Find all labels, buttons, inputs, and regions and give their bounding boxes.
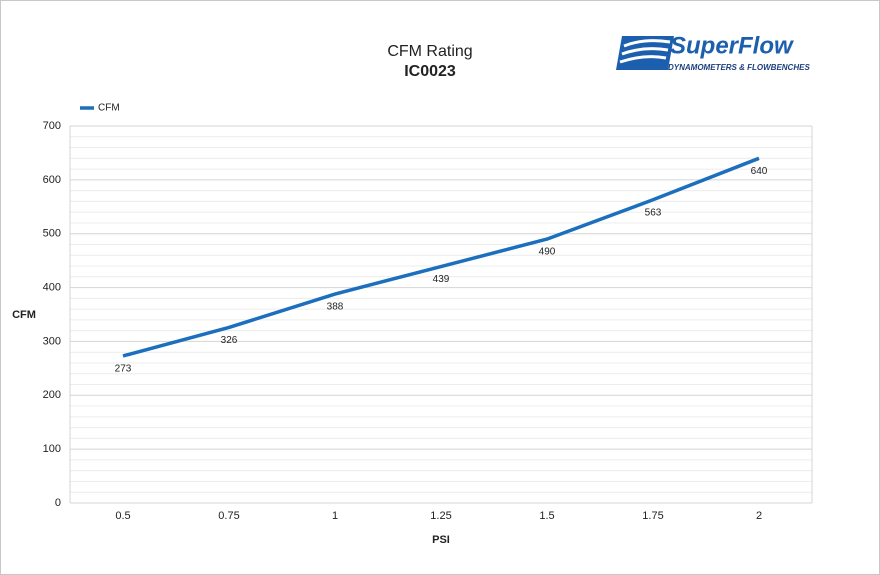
x-axis-label: PSI <box>432 534 450 546</box>
legend-label: CFM <box>98 103 120 114</box>
y-axis-label: CFM <box>12 309 36 321</box>
y-tick-label: 0 <box>55 497 61 509</box>
y-tick-label: 100 <box>43 443 61 455</box>
logo-stripes <box>619 39 671 64</box>
x-tick-label: 0.5 <box>115 510 130 522</box>
y-tick-label: 700 <box>43 120 61 132</box>
data-label: 439 <box>433 274 450 285</box>
x-tick-label: 2 <box>756 510 762 522</box>
data-label: 326 <box>221 335 238 346</box>
logo-name: SuperFlow <box>670 32 794 59</box>
data-label: 563 <box>645 207 662 218</box>
x-tick-label: 1.75 <box>642 510 663 522</box>
data-label: 273 <box>115 364 132 375</box>
x-tick-label: 1 <box>332 510 338 522</box>
x-tick-label: 1.5 <box>539 510 554 522</box>
chart-subtitle: IC0023 <box>404 63 456 80</box>
y-tick-label: 400 <box>43 281 61 293</box>
y-tick-label: 300 <box>43 335 61 347</box>
data-label: 640 <box>751 166 768 177</box>
data-label: 490 <box>539 247 556 258</box>
series-line <box>122 156 760 358</box>
logo: SuperFlow DYNAMOMETERS & FLOWBENCHES <box>616 32 810 72</box>
y-tick-label: 200 <box>43 389 61 401</box>
chart-title: CFM Rating <box>387 43 472 60</box>
data-label: 388 <box>327 302 344 313</box>
x-tick-label: 1.25 <box>430 510 451 522</box>
logo-tagline: DYNAMOMETERS & FLOWBENCHES <box>668 63 810 72</box>
y-tick-label: 600 <box>43 174 61 186</box>
y-tick-label: 500 <box>43 228 61 240</box>
x-tick-label: 0.75 <box>218 510 239 522</box>
